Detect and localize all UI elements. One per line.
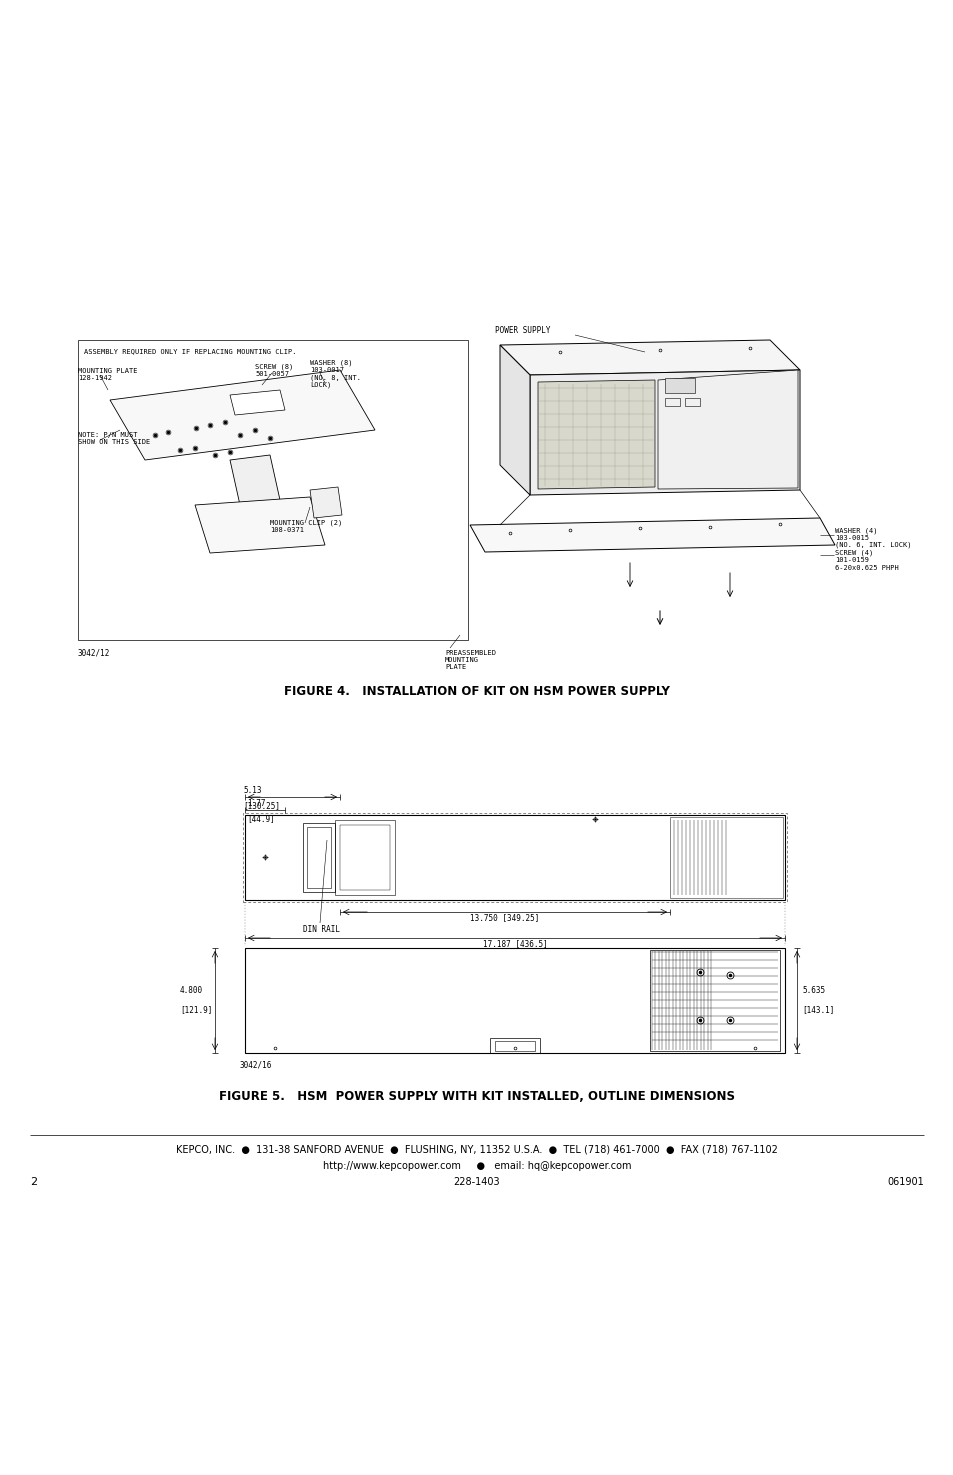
Polygon shape [537, 381, 655, 490]
Polygon shape [658, 370, 797, 490]
Text: http://www.kepcopower.com     ●   email: hq@kepcopower.com: http://www.kepcopower.com ● email: hq@ke… [322, 1161, 631, 1171]
Text: MOUNTING PLATE
128-1942: MOUNTING PLATE 128-1942 [78, 367, 137, 381]
Text: 17.187 [436.5]: 17.187 [436.5] [482, 940, 547, 948]
Text: 1.77: 1.77 [247, 799, 265, 808]
Text: DIN RAIL: DIN RAIL [303, 925, 339, 934]
Text: [143.1]: [143.1] [801, 1004, 834, 1013]
Polygon shape [470, 518, 834, 552]
Bar [664, 398, 679, 406]
Text: [121.9]: [121.9] [180, 1004, 213, 1013]
Text: 4.800: 4.800 [180, 985, 203, 996]
Bar [243, 813, 786, 903]
Text: KEPCO, INC.  ●  131-38 SANFORD AVENUE  ●  FLUSHING, NY, 11352 U.S.A.  ●  TEL (71: KEPCO, INC. ● 131-38 SANFORD AVENUE ● FL… [176, 1145, 777, 1155]
Text: 2: 2 [30, 1177, 37, 1187]
Text: FIGURE 5.   HSM  POWER SUPPLY WITH KIT INSTALLED, OUTLINE DIMENSIONS: FIGURE 5. HSM POWER SUPPLY WITH KIT INST… [219, 1090, 734, 1103]
Text: 13.750 [349.25]: 13.750 [349.25] [470, 913, 539, 922]
Text: 228-1403: 228-1403 [454, 1177, 499, 1187]
Bar [684, 398, 700, 406]
Text: 5.13: 5.13 [243, 786, 261, 795]
Bar [303, 823, 335, 892]
Polygon shape [110, 370, 375, 460]
Polygon shape [310, 487, 341, 518]
Text: 3042/16: 3042/16 [240, 1061, 273, 1069]
Bar [339, 825, 390, 889]
Bar [664, 378, 695, 392]
Bar [649, 950, 780, 1052]
Text: FIGURE 4.   INSTALLATION OF KIT ON HSM POWER SUPPLY: FIGURE 4. INSTALLATION OF KIT ON HSM POW… [284, 684, 669, 698]
Polygon shape [499, 341, 800, 375]
Text: SCREW (4)
101-0159
6-20x0.625 PHPH: SCREW (4) 101-0159 6-20x0.625 PHPH [834, 550, 898, 571]
Polygon shape [230, 389, 285, 414]
Bar [245, 948, 784, 1053]
Bar [307, 827, 331, 888]
Text: PREASSEMBLED
MOUNTING
PLATE: PREASSEMBLED MOUNTING PLATE [444, 650, 496, 670]
Polygon shape [194, 497, 325, 553]
Text: [130.25]: [130.25] [243, 801, 280, 810]
Polygon shape [230, 454, 280, 504]
Text: MOUNTING CLIP (2)
108-0371: MOUNTING CLIP (2) 108-0371 [270, 521, 342, 534]
Bar [669, 817, 782, 898]
Text: WASHER (8)
103-0017
(NO. 8, INT.
LOCK): WASHER (8) 103-0017 (NO. 8, INT. LOCK) [310, 360, 360, 388]
Text: 5.635: 5.635 [801, 985, 824, 996]
Bar [490, 1038, 539, 1053]
Text: 3042/12: 3042/12 [78, 648, 111, 656]
Text: SCREW (8)
501-0057: SCREW (8) 501-0057 [254, 363, 293, 376]
Text: [44.9]: [44.9] [247, 814, 274, 823]
Text: 061901: 061901 [886, 1177, 923, 1187]
Bar [335, 820, 395, 895]
Text: ASSEMBLY REQUIRED ONLY IF REPLACING MOUNTING CLIP.: ASSEMBLY REQUIRED ONLY IF REPLACING MOUN… [84, 348, 296, 354]
Bar [245, 816, 784, 900]
Polygon shape [499, 345, 530, 496]
Bar [495, 1041, 535, 1052]
Bar [78, 341, 468, 640]
Text: WASHER (4)
103-0015
(NO. 6, INT. LOCK): WASHER (4) 103-0015 (NO. 6, INT. LOCK) [834, 527, 910, 549]
Polygon shape [530, 370, 800, 496]
Text: POWER SUPPLY: POWER SUPPLY [495, 326, 550, 335]
Text: NOTE: P/N MUST
SHOW ON THIS SIDE: NOTE: P/N MUST SHOW ON THIS SIDE [78, 432, 150, 445]
